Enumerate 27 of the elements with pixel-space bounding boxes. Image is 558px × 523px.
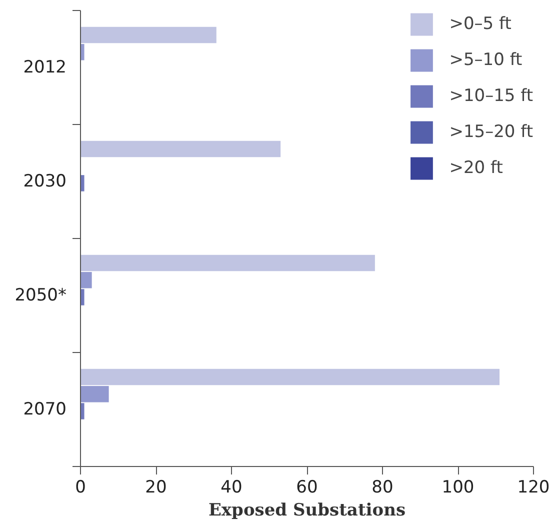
y-tick-label: 2012 (23, 58, 66, 78)
x-tick-label: 40 (220, 478, 242, 498)
y-tick-label: 2070 (23, 400, 66, 420)
x-tick-label: 120 (517, 478, 550, 498)
bar (80, 44, 84, 60)
legend-label: >0–5 ft (449, 14, 512, 34)
bar (80, 368, 500, 386)
legend-label: >20 ft (449, 158, 503, 178)
bar (80, 386, 109, 402)
x-tick-label: 20 (145, 478, 167, 498)
legend-label: >5–10 ft (449, 50, 522, 70)
x-tick-label: 100 (442, 478, 474, 498)
x-tick-label: 80 (372, 478, 394, 498)
bar (80, 272, 92, 288)
y-tick-label: 2030 (23, 172, 66, 192)
bar (80, 254, 375, 272)
bar (80, 26, 216, 44)
legend-label: >10–15 ft (449, 86, 533, 106)
bar (80, 289, 84, 306)
legend-label: >15–20 ft (449, 122, 533, 142)
bar (80, 403, 84, 420)
x-tick-label: 60 (296, 478, 318, 498)
x-tick-label: 0 (75, 478, 86, 498)
bar (80, 140, 281, 158)
x-axis-title: Exposed Substations (208, 500, 406, 520)
y-tick-label: 2050* (14, 286, 66, 306)
bar (80, 175, 84, 192)
